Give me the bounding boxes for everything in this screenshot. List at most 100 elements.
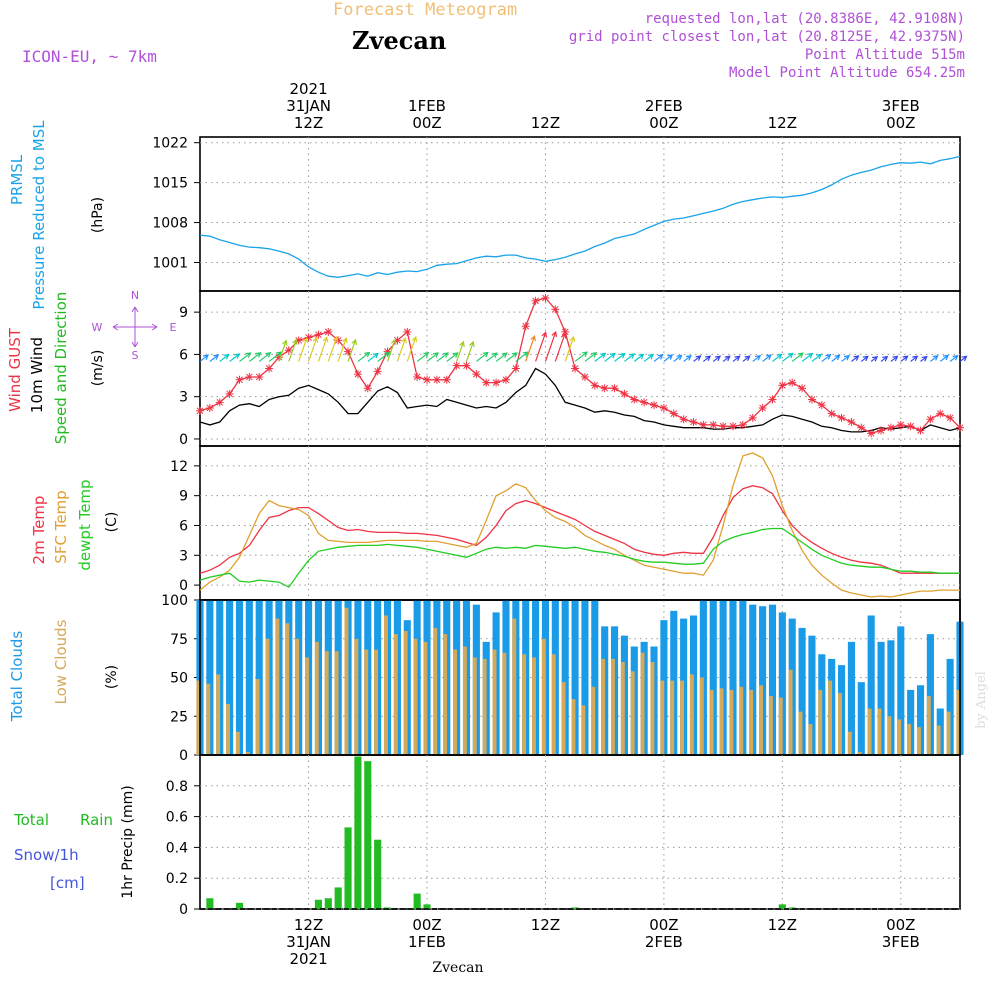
wind-direction-arrow xyxy=(278,340,287,362)
wind-direction-arrow xyxy=(712,355,721,362)
low-cloud-bar xyxy=(838,693,842,755)
low-cloud-bar xyxy=(541,638,546,755)
wind-gust-point xyxy=(245,372,254,381)
y-tick-label: 0 xyxy=(179,902,188,918)
low-cloud-bar xyxy=(620,662,625,755)
rain-bar xyxy=(413,893,421,909)
wind-arrow-head xyxy=(469,340,475,348)
pressure-unit-label: (hPa) xyxy=(90,197,106,233)
time-label-top: 2FEB xyxy=(645,97,683,115)
wind-arrow-head xyxy=(921,355,928,362)
low-cloud-bar xyxy=(798,711,803,755)
total-cloud-bar xyxy=(206,600,214,755)
total-cloud-bar xyxy=(759,606,767,755)
wind-gust-point xyxy=(896,420,905,429)
wind-direction-arrow xyxy=(485,352,498,362)
wind-gust-point xyxy=(314,330,323,339)
wind-direction-arrow xyxy=(574,351,588,362)
time-label-top: 12Z xyxy=(531,114,560,132)
time-label-top: 12Z xyxy=(294,114,323,132)
wind-gust-point xyxy=(946,413,955,422)
total-rain-label-b: Rain xyxy=(80,811,113,829)
wind-direction-arrow xyxy=(416,352,429,362)
wind-direction-arrow xyxy=(317,337,328,362)
rain-bar xyxy=(571,907,579,909)
wind-gust-label: Wind GUST xyxy=(6,327,24,412)
wind-arrow-head xyxy=(423,351,430,358)
low-cloud-bar xyxy=(956,689,961,755)
low-cloud-bar xyxy=(610,658,615,755)
total-cloud-bar xyxy=(867,615,875,755)
low-cloud-bar xyxy=(828,680,833,755)
total-cloud-bar xyxy=(571,600,579,755)
wind-gust-point xyxy=(827,409,836,418)
low-cloud-bar xyxy=(650,662,655,755)
wind-direction-arrow xyxy=(781,352,794,362)
wind-arrow-head xyxy=(714,355,721,362)
wind-gust-point xyxy=(255,372,264,381)
time-label-top: 31JAN xyxy=(286,97,331,115)
wind-arrow-head xyxy=(744,355,751,362)
wind-gust-point xyxy=(807,395,816,404)
low-cloud-bar xyxy=(314,641,319,755)
wind-direction-arrow xyxy=(367,353,379,362)
wind-arrow-head xyxy=(591,351,598,358)
low-cloud-bar xyxy=(768,696,773,755)
wind-unit-label: (m/s) xyxy=(90,350,106,387)
temp-dewpt-label: dewpt Temp xyxy=(76,479,94,570)
total-cloud-bar xyxy=(897,626,905,755)
snow-label: Snow/1h xyxy=(14,846,79,864)
wind-gust-point xyxy=(738,420,747,429)
wind-arrow-head xyxy=(685,355,692,361)
wind-gust-point xyxy=(452,361,461,370)
requested-location: requested lon,lat (20.8386E, 42.9108N) xyxy=(645,11,965,27)
wind-arrow-head xyxy=(401,337,407,344)
wind-gust-point xyxy=(650,401,659,410)
low-cloud-bar xyxy=(383,615,388,755)
rain-bar xyxy=(354,756,362,909)
wind-gust-point xyxy=(383,347,392,356)
wind-gust-point xyxy=(403,327,412,336)
wind-arrow-head xyxy=(351,338,357,345)
time-label-bottom: 2FEB xyxy=(645,933,683,951)
wind-arrow-head xyxy=(302,337,309,344)
total-cloud-bar xyxy=(235,600,244,755)
wind-direction-arrow xyxy=(772,353,782,362)
y-tick-label: 1008 xyxy=(152,216,188,232)
low-cloud-bar xyxy=(916,727,921,755)
low-cloud-bar xyxy=(808,724,813,755)
wind-gust-point xyxy=(571,364,580,373)
low-cloud-bar xyxy=(818,689,823,755)
wind-direction-arrow xyxy=(703,355,711,362)
clouds-panel: 0 25 50 75 100 Total Clouds Low Clouds (%) xyxy=(8,593,964,764)
low-cloud-bar xyxy=(749,689,754,755)
wind-arrow-head xyxy=(628,353,636,359)
total-cloud-bar xyxy=(729,600,737,755)
y-tick-label: 3 xyxy=(179,548,188,564)
low-cloud-bar xyxy=(295,638,300,755)
y-tick-label: 75 xyxy=(170,632,188,648)
wind-direction-arrow xyxy=(821,354,831,362)
wind-gust-point xyxy=(689,418,698,427)
y-tick-label: 6 xyxy=(179,347,188,363)
wind-arrow-head xyxy=(807,352,814,359)
wind-direction-arrow xyxy=(900,355,908,362)
wind-direction-arrow xyxy=(722,355,731,362)
wind-arrow-head xyxy=(560,332,567,339)
wind-direction-arrow xyxy=(851,355,859,362)
total-rain-label-a: Total xyxy=(13,811,49,829)
low-cloud-bar xyxy=(344,607,349,755)
wind-panel: 0 3 6 9 Wind GUST 10m Wind Speed and Direction… xyxy=(6,289,968,448)
wind-direction-arrow xyxy=(475,352,489,362)
temp-sfc-line xyxy=(199,452,960,598)
wind-gust-point xyxy=(857,423,866,432)
total-cloud-bar xyxy=(591,600,599,755)
compass-west: W xyxy=(92,321,103,334)
total-cloud-bar xyxy=(226,600,234,755)
wind-gust-point xyxy=(719,422,728,431)
wind-gust-point xyxy=(334,336,343,345)
total-cloud-bar xyxy=(561,600,569,755)
